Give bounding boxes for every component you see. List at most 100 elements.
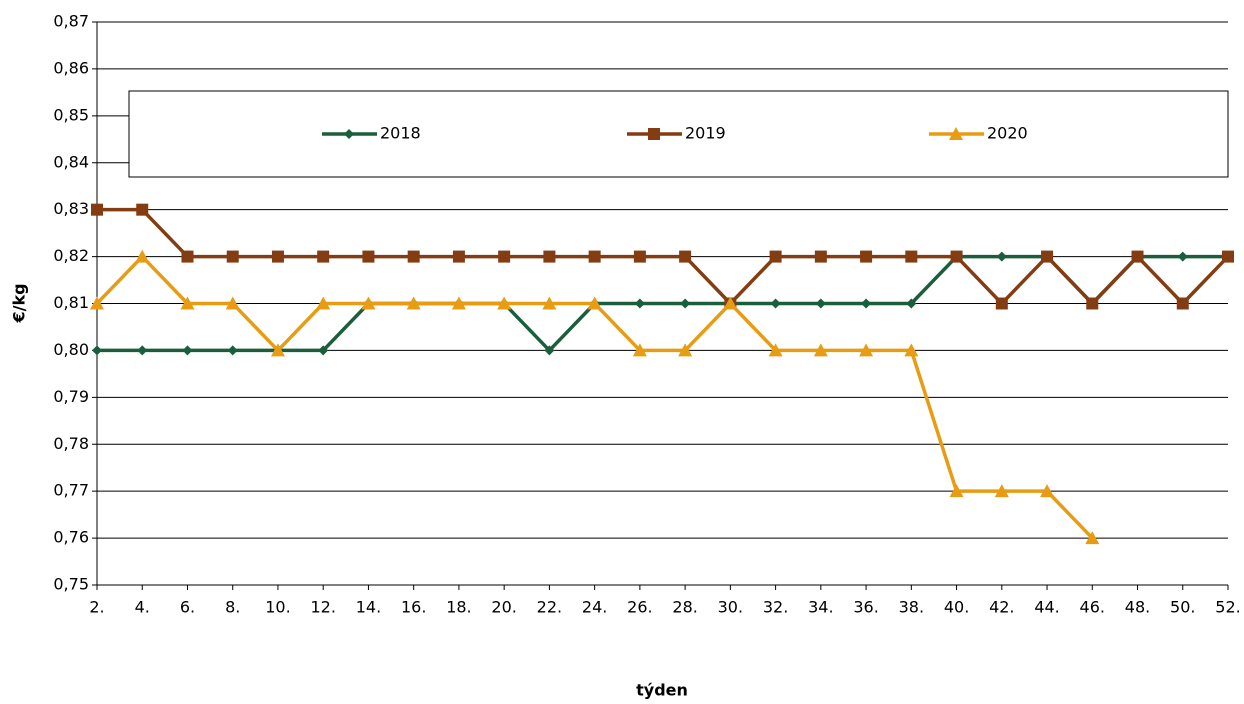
x-tick-label: 8. bbox=[225, 598, 240, 617]
data-point bbox=[906, 298, 917, 309]
data-point bbox=[182, 345, 193, 356]
data-point bbox=[588, 250, 601, 263]
x-tick-label: 48. bbox=[1125, 598, 1150, 617]
data-point bbox=[361, 296, 376, 310]
data-point bbox=[678, 343, 693, 357]
data-point bbox=[994, 484, 1009, 498]
data-point bbox=[317, 250, 330, 263]
x-tick-label: 30. bbox=[718, 598, 743, 617]
legend-label: 2020 bbox=[987, 124, 1028, 143]
legend-marker bbox=[648, 128, 660, 140]
y-tick-label: 0,80 bbox=[53, 340, 89, 359]
data-point bbox=[135, 249, 150, 263]
x-tick-label: 28. bbox=[672, 598, 697, 617]
x-tick-label: 32. bbox=[763, 598, 788, 617]
x-axis-label: týden bbox=[636, 681, 688, 700]
data-point bbox=[1040, 484, 1055, 498]
data-point bbox=[180, 296, 195, 310]
y-tick-label: 0,85 bbox=[53, 105, 89, 124]
data-point bbox=[452, 250, 465, 263]
data-point bbox=[769, 250, 782, 263]
x-tick-label: 16. bbox=[401, 598, 426, 617]
data-point bbox=[861, 298, 872, 309]
y-tick-label: 0,78 bbox=[53, 434, 89, 453]
x-tick-label: 10. bbox=[265, 598, 290, 617]
data-point bbox=[270, 343, 285, 357]
data-point bbox=[905, 250, 918, 263]
y-tick-label: 0,76 bbox=[53, 528, 89, 547]
data-point bbox=[814, 250, 827, 263]
data-point bbox=[587, 296, 602, 310]
data-point bbox=[815, 298, 826, 309]
data-point bbox=[318, 345, 329, 356]
data-point bbox=[498, 250, 511, 263]
data-point bbox=[227, 345, 238, 356]
x-tick-label: 50. bbox=[1170, 598, 1195, 617]
data-point bbox=[543, 250, 556, 263]
data-point bbox=[406, 296, 421, 310]
data-point bbox=[949, 484, 964, 498]
series-line bbox=[97, 207, 1230, 306]
y-tick-label: 0,81 bbox=[53, 293, 89, 312]
data-point bbox=[451, 296, 466, 310]
data-point bbox=[904, 343, 919, 357]
data-point bbox=[1176, 297, 1189, 310]
data-point bbox=[91, 203, 103, 216]
data-point bbox=[316, 296, 331, 310]
y-tick-label: 0,77 bbox=[53, 481, 89, 500]
data-point bbox=[768, 343, 783, 357]
legend-marker bbox=[949, 127, 963, 140]
data-point bbox=[92, 345, 102, 356]
x-tick-label: 42. bbox=[989, 598, 1014, 617]
series-line bbox=[97, 254, 1228, 353]
y-tick-label: 0,86 bbox=[53, 58, 89, 77]
data-point bbox=[680, 298, 691, 309]
x-tick-label: 52. bbox=[1215, 598, 1240, 617]
legend-marker bbox=[344, 129, 354, 139]
data-point bbox=[770, 298, 781, 309]
data-point bbox=[1177, 251, 1188, 262]
y-tick-label: 0,84 bbox=[53, 152, 89, 171]
data-point bbox=[271, 250, 284, 263]
x-tick-label: 24. bbox=[582, 598, 607, 617]
data-point bbox=[407, 250, 420, 263]
x-tick-label: 38. bbox=[899, 598, 924, 617]
y-tick-label: 0,79 bbox=[53, 387, 89, 406]
y-tick-label: 0,75 bbox=[53, 575, 89, 594]
x-tick-label: 18. bbox=[446, 598, 471, 617]
data-point bbox=[137, 345, 148, 356]
x-tick-label: 20. bbox=[491, 598, 516, 617]
data-point bbox=[225, 296, 240, 310]
y-axis-label: €/kg bbox=[10, 283, 29, 323]
data-point bbox=[1131, 250, 1144, 263]
data-point bbox=[632, 343, 647, 357]
data-point bbox=[90, 296, 104, 310]
x-tick-label: 2. bbox=[89, 598, 104, 617]
data-point bbox=[1041, 250, 1054, 263]
data-point bbox=[723, 296, 738, 310]
data-point bbox=[679, 250, 692, 263]
data-point bbox=[996, 251, 1007, 262]
x-tick-label: 6. bbox=[180, 598, 195, 617]
data-point bbox=[633, 250, 646, 263]
legend-label: 2018 bbox=[380, 124, 421, 143]
data-point bbox=[181, 250, 194, 263]
data-point bbox=[995, 297, 1008, 310]
y-tick-label: 0,87 bbox=[53, 12, 89, 31]
legend-label: 2019 bbox=[685, 124, 726, 143]
y-tick-label: 0,83 bbox=[53, 199, 89, 218]
data-point bbox=[1222, 250, 1234, 263]
x-tick-label: 12. bbox=[310, 598, 335, 617]
data-point bbox=[226, 250, 239, 263]
x-tick-label: 34. bbox=[808, 598, 833, 617]
data-point bbox=[859, 343, 874, 357]
x-tick-label: 26. bbox=[627, 598, 652, 617]
data-point bbox=[1086, 297, 1099, 310]
data-point bbox=[860, 250, 873, 263]
x-tick-label: 22. bbox=[537, 598, 562, 617]
data-point bbox=[813, 343, 828, 357]
x-tick-label: 46. bbox=[1080, 598, 1105, 617]
x-tick-label: 36. bbox=[853, 598, 878, 617]
x-tick-label: 40. bbox=[944, 598, 969, 617]
